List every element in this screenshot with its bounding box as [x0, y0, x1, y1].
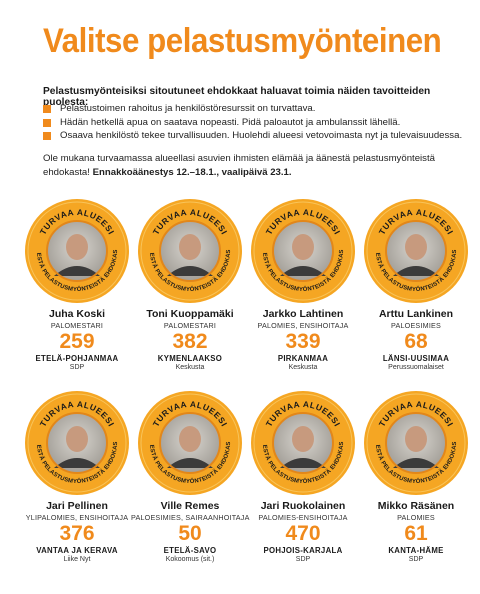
candidate-number: 382 — [172, 330, 208, 353]
badge-ring-icon: TURVAA ALUEESI ÄÄNESTÄ PELASTUSMYÖNTEIST… — [363, 390, 468, 495]
candidate-badge: TURVAA ALUEESI ÄÄNESTÄ PELASTUSMYÖNTEIST… — [250, 198, 356, 304]
cta-text: Ole mukana turvaamassa alueellasi asuvie… — [43, 153, 435, 178]
candidate-name: Mikko Räsänen — [377, 500, 455, 512]
candidate-party: Perussuomalaiset — [388, 364, 444, 371]
badge-ring-icon: TURVAA ALUEESI ÄÄNESTÄ PELASTUSMYÖNTEIST… — [24, 390, 129, 495]
candidate-party: SDP — [295, 556, 311, 563]
goal-text: Pelastustoimen rahoitus ja henkilöstöres… — [60, 103, 316, 114]
candidate-number: 470 — [285, 522, 321, 545]
candidate-card: TURVAA ALUEESI ÄÄNESTÄ PELASTUSMYÖNTEIST… — [18, 390, 136, 563]
candidate-role: PALOESIMIES, SAIRAANHOITAJA — [131, 513, 250, 522]
candidate-party: Liike Nyt — [63, 556, 91, 563]
badge-ring-icon: TURVAA ALUEESI ÄÄNESTÄ PELASTUSMYÖNTEIST… — [24, 198, 129, 303]
candidate-role: PALOMESTARI — [163, 321, 217, 330]
candidate-district: POHJOIS-KARJALA — [263, 546, 343, 555]
candidate-badge: TURVAA ALUEESI ÄÄNESTÄ PELASTUSMYÖNTEIST… — [24, 198, 130, 304]
candidate-name: Jari Ruokolainen — [260, 500, 346, 512]
candidate-badge: TURVAA ALUEESI ÄÄNESTÄ PELASTUSMYÖNTEIST… — [137, 390, 243, 496]
candidate-name: Jari Pellinen — [46, 500, 108, 512]
candidate-district: KANTA-HÄME — [388, 546, 444, 555]
call-to-action: Ole mukana turvaamassa alueellasi asuvie… — [43, 152, 461, 179]
candidate-party: SDP — [408, 556, 424, 563]
bullet-square-icon — [43, 132, 51, 140]
page-title: Valitse pelastusmyönteinen — [43, 22, 442, 60]
candidate-name: Ville Remes — [160, 500, 220, 512]
cta-dates: Ennakkoäänestys 12.–18.1., vaalipäivä 23… — [92, 166, 292, 178]
candidate-badge: TURVAA ALUEESI ÄÄNESTÄ PELASTUSMYÖNTEIST… — [363, 390, 469, 496]
portrait-icon — [54, 234, 100, 276]
candidate-badge: TURVAA ALUEESI ÄÄNESTÄ PELASTUSMYÖNTEIST… — [250, 390, 356, 496]
candidate-district: ETELÄ-SAVO — [163, 546, 217, 555]
badge-ring-icon: TURVAA ALUEESI ÄÄNESTÄ PELASTUSMYÖNTEIST… — [137, 198, 242, 303]
goal-item: Hädän hetkellä apua on saatava nopeasti.… — [43, 116, 463, 130]
candidate-number: 259 — [59, 330, 95, 353]
candidate-name: Toni Kuoppamäki — [146, 308, 234, 320]
goal-text: Osaava henkilöstö tekee turvallisuuden. … — [60, 130, 463, 141]
candidate-name: Juha Koski — [48, 308, 106, 320]
candidate-card: TURVAA ALUEESI ÄÄNESTÄ PELASTUSMYÖNTEIST… — [244, 198, 362, 371]
candidate-district: KYMENLAAKSO — [157, 354, 223, 363]
badge-ring-icon: TURVAA ALUEESI ÄÄNESTÄ PELASTUSMYÖNTEIST… — [363, 198, 468, 303]
candidate-card: TURVAA ALUEESI ÄÄNESTÄ PELASTUSMYÖNTEIST… — [131, 198, 249, 371]
badge-ring-icon: TURVAA ALUEESI ÄÄNESTÄ PELASTUSMYÖNTEIST… — [250, 390, 355, 495]
candidate-number: 50 — [178, 522, 202, 545]
candidate-role: PALOESIMIES — [391, 321, 441, 330]
candidate-badge: TURVAA ALUEESI ÄÄNESTÄ PELASTUSMYÖNTEIST… — [24, 390, 130, 496]
candidate-number: 376 — [59, 522, 95, 545]
goal-item: Osaava henkilöstö tekee turvallisuuden. … — [43, 129, 463, 143]
candidate-party: Keskusta — [288, 364, 318, 371]
candidate-district: LÄNSI-UUSIMAA — [382, 354, 450, 363]
badge-ring-icon: TURVAA ALUEESI ÄÄNESTÄ PELASTUSMYÖNTEIST… — [137, 390, 242, 495]
candidate-role: PALOMIES, ENSIHOITAJA — [257, 321, 349, 330]
candidate-role: PALOMIES — [397, 513, 435, 522]
candidate-number: 61 — [404, 522, 428, 545]
candidate-number: 339 — [285, 330, 321, 353]
bullet-square-icon — [43, 118, 51, 127]
goal-text: Hädän hetkellä apua on saatava nopeasti.… — [60, 116, 401, 128]
portrait-icon — [393, 234, 439, 276]
candidate-card: TURVAA ALUEESI ÄÄNESTÄ PELASTUSMYÖNTEIST… — [357, 198, 475, 371]
candidate-card: TURVAA ALUEESI ÄÄNESTÄ PELASTUSMYÖNTEIST… — [131, 390, 249, 563]
candidate-party: SDP — [69, 364, 85, 371]
candidate-party: Kokoomus (sit.) — [165, 556, 215, 563]
candidate-card: TURVAA ALUEESI ÄÄNESTÄ PELASTUSMYÖNTEIST… — [18, 198, 136, 371]
candidate-badge: TURVAA ALUEESI ÄÄNESTÄ PELASTUSMYÖNTEIST… — [363, 198, 469, 304]
candidate-card: TURVAA ALUEESI ÄÄNESTÄ PELASTUSMYÖNTEIST… — [244, 390, 362, 563]
bullet-square-icon — [43, 105, 51, 113]
intro-text: Pelastusmyönteisiksi sitoutuneet ehdokka… — [43, 86, 431, 108]
candidate-name: Jarkko Lahtinen — [262, 308, 344, 320]
portrait-icon — [280, 426, 326, 468]
candidate-name: Arttu Lankinen — [378, 308, 454, 320]
candidate-number: 68 — [404, 330, 428, 353]
candidate-district: ETELÄ-POHJANMAA — [35, 354, 119, 363]
portrait-icon — [393, 426, 439, 468]
candidate-district: PIRKANMAA — [277, 354, 329, 363]
candidate-role: PALOMIES-ENSIHOITAJA — [258, 513, 348, 522]
candidate-role: YLIPALOMIES, ENSIHOITAJA — [25, 513, 129, 522]
portrait-icon — [167, 234, 213, 276]
portrait-icon — [280, 234, 326, 276]
candidate-card: TURVAA ALUEESI ÄÄNESTÄ PELASTUSMYÖNTEIST… — [357, 390, 475, 563]
candidate-role: PALOMESTARI — [50, 321, 104, 330]
portrait-icon — [167, 426, 213, 468]
candidate-party: Keskusta — [175, 364, 205, 371]
goal-item: Pelastustoimen rahoitus ja henkilöstöres… — [43, 102, 463, 116]
portrait-icon — [54, 426, 100, 468]
candidate-badge: TURVAA ALUEESI ÄÄNESTÄ PELASTUSMYÖNTEIST… — [137, 198, 243, 304]
candidate-district: VANTAA JA KERAVA — [36, 546, 118, 555]
goals-list: Pelastustoimen rahoitus ja henkilöstöres… — [43, 102, 463, 143]
badge-ring-icon: TURVAA ALUEESI ÄÄNESTÄ PELASTUSMYÖNTEIST… — [250, 198, 355, 303]
